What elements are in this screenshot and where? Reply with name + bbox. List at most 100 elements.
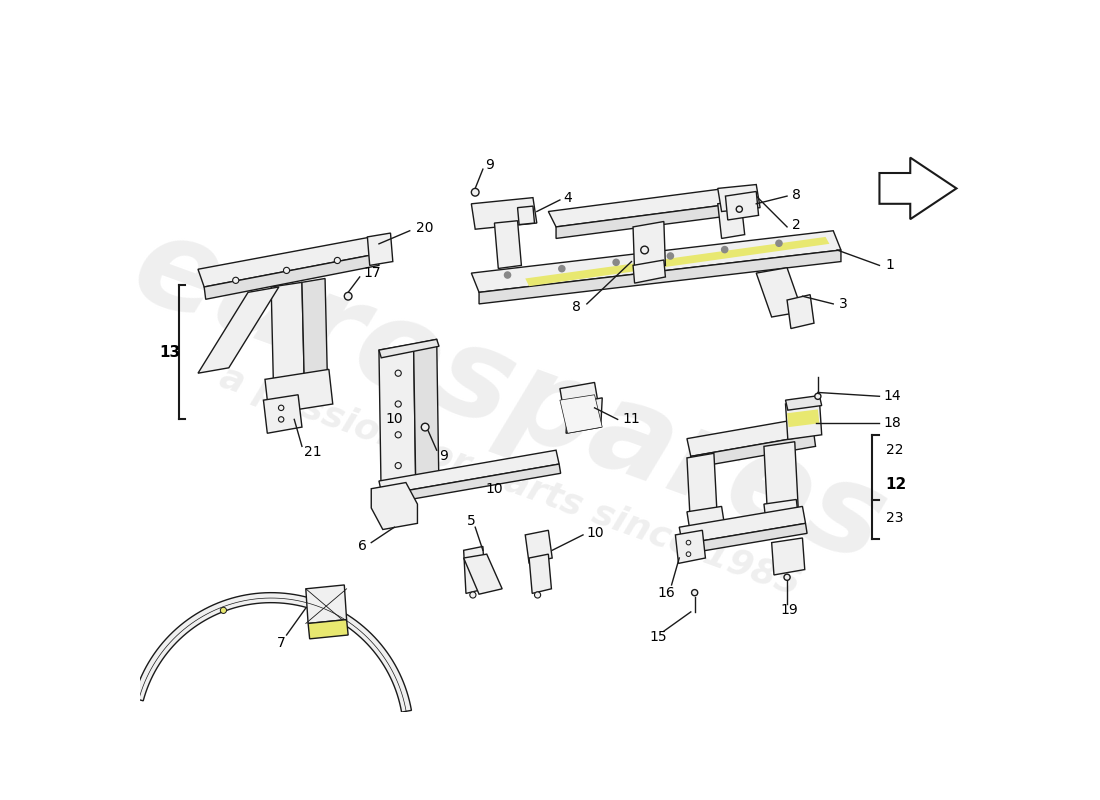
Polygon shape bbox=[788, 294, 814, 329]
Circle shape bbox=[284, 267, 289, 274]
Circle shape bbox=[692, 590, 697, 596]
Text: 15: 15 bbox=[650, 630, 668, 643]
Text: 7: 7 bbox=[277, 636, 286, 650]
Polygon shape bbox=[772, 538, 805, 575]
Polygon shape bbox=[566, 398, 603, 434]
Circle shape bbox=[815, 394, 821, 399]
Polygon shape bbox=[686, 417, 814, 456]
Circle shape bbox=[668, 253, 673, 259]
Circle shape bbox=[395, 432, 402, 438]
Polygon shape bbox=[367, 233, 393, 266]
Text: 3: 3 bbox=[838, 297, 847, 311]
Polygon shape bbox=[880, 158, 957, 219]
Text: 23: 23 bbox=[886, 511, 903, 525]
Polygon shape bbox=[548, 188, 733, 227]
Text: 2: 2 bbox=[792, 218, 801, 232]
Polygon shape bbox=[372, 482, 418, 530]
Polygon shape bbox=[560, 382, 597, 406]
Polygon shape bbox=[464, 554, 502, 594]
Polygon shape bbox=[675, 530, 705, 563]
Circle shape bbox=[344, 292, 352, 300]
Text: 9: 9 bbox=[485, 158, 494, 172]
Text: 6: 6 bbox=[358, 539, 366, 554]
Polygon shape bbox=[495, 221, 521, 269]
Polygon shape bbox=[529, 554, 551, 594]
Text: 10: 10 bbox=[385, 413, 404, 426]
Circle shape bbox=[736, 206, 743, 212]
Circle shape bbox=[470, 592, 476, 598]
Text: 21: 21 bbox=[305, 445, 322, 458]
Polygon shape bbox=[763, 499, 800, 531]
Text: 8: 8 bbox=[792, 187, 801, 202]
Circle shape bbox=[784, 574, 790, 580]
Text: 8: 8 bbox=[572, 300, 581, 314]
Polygon shape bbox=[265, 370, 332, 414]
Polygon shape bbox=[264, 394, 301, 434]
Circle shape bbox=[640, 246, 649, 254]
Text: 20: 20 bbox=[416, 222, 433, 235]
Text: 4: 4 bbox=[563, 190, 572, 205]
Polygon shape bbox=[763, 442, 799, 521]
Polygon shape bbox=[271, 282, 305, 386]
Circle shape bbox=[395, 462, 402, 469]
Polygon shape bbox=[205, 254, 378, 299]
Polygon shape bbox=[414, 339, 439, 496]
Text: 16: 16 bbox=[658, 586, 675, 600]
Polygon shape bbox=[464, 546, 485, 594]
Circle shape bbox=[505, 272, 510, 278]
Text: 9: 9 bbox=[439, 450, 448, 463]
Circle shape bbox=[613, 259, 619, 266]
Text: 17: 17 bbox=[363, 266, 382, 280]
Polygon shape bbox=[680, 506, 805, 544]
Text: 5: 5 bbox=[468, 514, 475, 528]
Polygon shape bbox=[686, 454, 717, 533]
Polygon shape bbox=[726, 191, 759, 220]
Polygon shape bbox=[717, 185, 760, 211]
Polygon shape bbox=[526, 237, 829, 286]
Text: 19: 19 bbox=[781, 603, 799, 618]
Circle shape bbox=[776, 240, 782, 246]
Polygon shape bbox=[472, 230, 842, 292]
Polygon shape bbox=[198, 237, 377, 287]
Text: 18: 18 bbox=[883, 416, 901, 430]
Circle shape bbox=[278, 417, 284, 422]
Polygon shape bbox=[301, 278, 328, 381]
Text: eurospares: eurospares bbox=[118, 204, 902, 588]
Polygon shape bbox=[757, 268, 803, 317]
Polygon shape bbox=[526, 530, 552, 563]
Polygon shape bbox=[378, 344, 416, 502]
Circle shape bbox=[278, 405, 284, 410]
Circle shape bbox=[471, 188, 480, 196]
Circle shape bbox=[722, 246, 728, 253]
Text: 13: 13 bbox=[158, 345, 180, 360]
Text: 22: 22 bbox=[886, 443, 903, 457]
Text: a passion for parts since 1985: a passion for parts since 1985 bbox=[214, 360, 805, 602]
Polygon shape bbox=[378, 450, 559, 495]
Polygon shape bbox=[306, 585, 346, 623]
Circle shape bbox=[334, 258, 341, 263]
Polygon shape bbox=[785, 395, 822, 410]
Circle shape bbox=[686, 552, 691, 557]
Polygon shape bbox=[378, 339, 439, 358]
Circle shape bbox=[559, 266, 565, 272]
Polygon shape bbox=[682, 523, 807, 554]
Polygon shape bbox=[382, 464, 561, 504]
Circle shape bbox=[233, 278, 239, 283]
Polygon shape bbox=[133, 593, 411, 712]
Text: 14: 14 bbox=[883, 390, 901, 403]
Circle shape bbox=[395, 401, 402, 407]
Polygon shape bbox=[308, 619, 348, 639]
Text: 12: 12 bbox=[886, 478, 906, 492]
Polygon shape bbox=[785, 399, 822, 439]
Polygon shape bbox=[717, 200, 745, 238]
Polygon shape bbox=[788, 410, 820, 427]
Polygon shape bbox=[686, 506, 726, 537]
Polygon shape bbox=[556, 204, 733, 238]
Text: 11: 11 bbox=[623, 413, 640, 426]
Text: 10: 10 bbox=[485, 482, 504, 496]
Polygon shape bbox=[634, 260, 665, 283]
Polygon shape bbox=[472, 198, 537, 230]
Text: 10: 10 bbox=[587, 526, 605, 539]
Circle shape bbox=[395, 370, 402, 376]
Polygon shape bbox=[198, 287, 279, 373]
